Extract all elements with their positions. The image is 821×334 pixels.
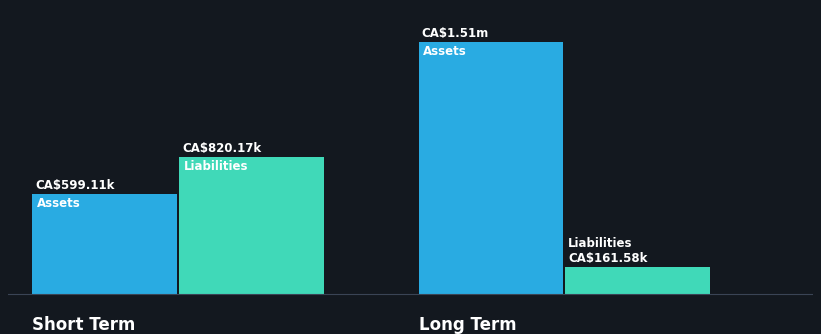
- Text: Liabilities: Liabilities: [568, 237, 633, 250]
- Text: Assets: Assets: [37, 197, 81, 210]
- Text: Short Term: Short Term: [32, 317, 135, 334]
- Bar: [32, 194, 177, 294]
- Text: CA$599.11k: CA$599.11k: [35, 179, 115, 192]
- Text: Assets: Assets: [424, 45, 467, 58]
- Text: Long Term: Long Term: [419, 317, 516, 334]
- Bar: [179, 157, 323, 294]
- Text: CA$161.58k: CA$161.58k: [568, 252, 648, 265]
- Text: CA$820.17k: CA$820.17k: [182, 142, 261, 155]
- Text: Liabilities: Liabilities: [184, 160, 248, 173]
- Bar: [419, 42, 563, 294]
- Bar: [565, 267, 710, 294]
- Text: CA$1.51m: CA$1.51m: [422, 27, 489, 40]
